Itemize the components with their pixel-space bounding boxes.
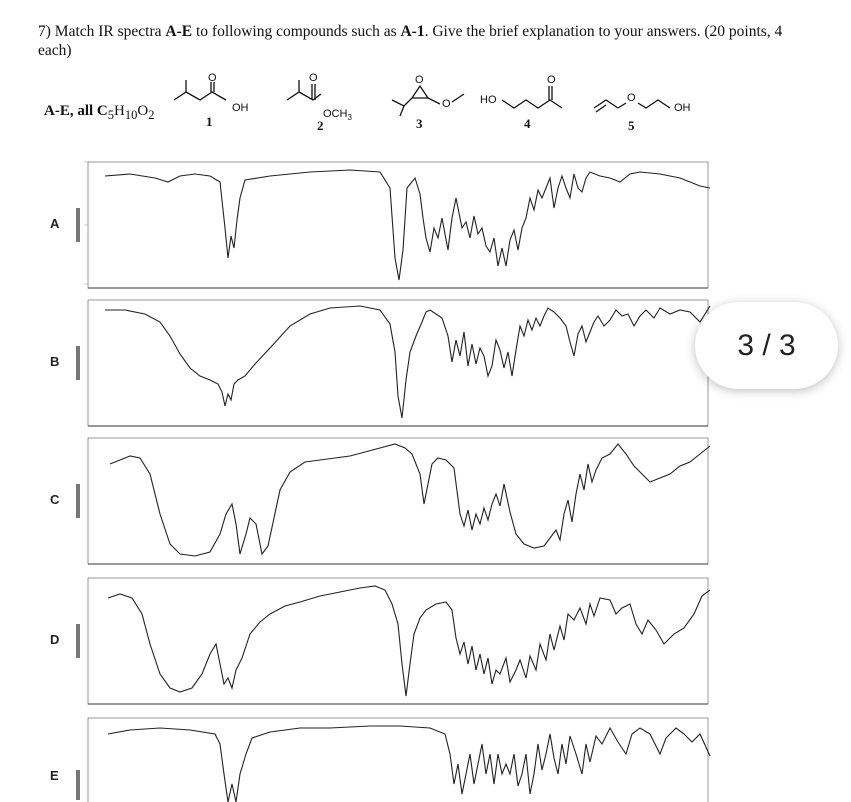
compound-4-number: 4 <box>524 116 531 131</box>
compound-1-number: 1 <box>206 114 213 129</box>
spectrum-b-letter: B <box>50 354 60 369</box>
compound-2-carbonyl-o: O <box>309 72 318 84</box>
compound-1-oh-label: OH <box>232 102 249 114</box>
spectrum-a-letter: A <box>50 216 60 231</box>
spectrum-e-letter: E <box>50 768 59 783</box>
compound-3-number: 3 <box>416 116 423 131</box>
spectrum-a: A <box>50 158 712 293</box>
spectrum-b-plot <box>76 299 711 427</box>
compound-3-structure: O O 3 <box>390 74 480 138</box>
compound-4-carbonyl-o: O <box>547 74 556 86</box>
question-text: 7) Match IR spectra A-E to following com… <box>38 23 783 59</box>
page-indicator: 3 / 3 <box>695 302 838 389</box>
compound-2-structure: O OCH3 2 <box>285 72 375 138</box>
compound-3-ring-o: O <box>415 74 424 86</box>
spectrum-e: E <box>50 714 712 802</box>
compound-5-oh-label: OH <box>674 102 691 114</box>
spectrum-e-plot <box>76 717 711 802</box>
compound-5-ether-o: O <box>627 92 636 104</box>
compound-1-structure: O OH 1 <box>172 72 262 138</box>
compound-1-carbonyl-o: O <box>208 72 217 84</box>
spectrum-c-plot <box>76 437 711 565</box>
compound-2-och3-label: OCH3 <box>323 108 352 123</box>
compound-4-structure: HO O 4 <box>480 74 580 138</box>
compound-4-ho-label: HO <box>480 94 497 106</box>
compound-5-number: 5 <box>628 118 635 133</box>
spectrum-d-letter: D <box>50 632 60 647</box>
compound-2-number: 2 <box>317 118 324 133</box>
spectrum-c: C <box>50 434 712 569</box>
spectrum-d-plot <box>76 577 711 705</box>
compound-3-ether-o: O <box>442 98 451 110</box>
compound-5-structure: O OH 5 <box>592 78 702 138</box>
molecular-formula: A-E, all C5H10O2 <box>44 103 155 122</box>
spectrum-c-letter: C <box>50 492 60 507</box>
spectrum-b: B <box>50 296 712 431</box>
spectrum-d: D <box>50 574 712 709</box>
spectrum-a-plot <box>76 161 711 289</box>
